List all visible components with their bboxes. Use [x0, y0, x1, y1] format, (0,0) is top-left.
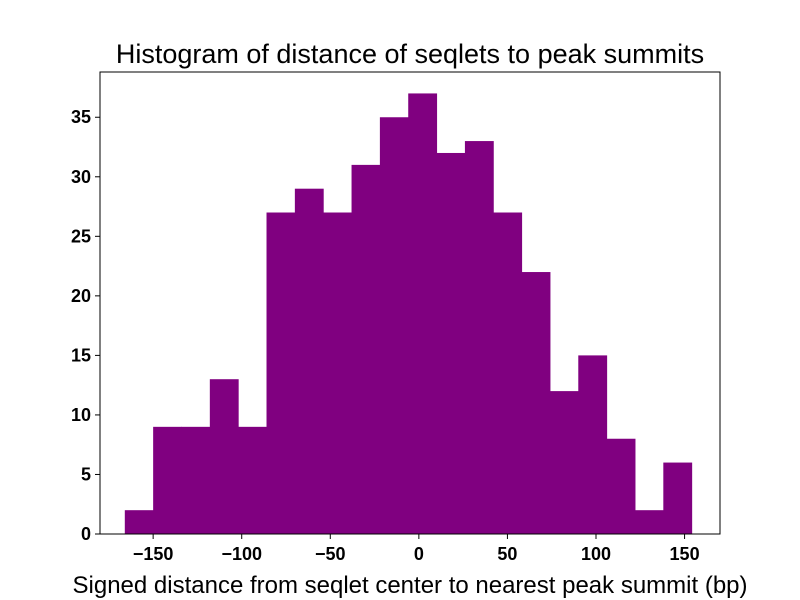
- histogram-bar: [606, 438, 636, 534]
- histogram-bar: [663, 462, 693, 534]
- y-tick-label: 20: [71, 286, 91, 306]
- y-tick-label: 10: [71, 405, 91, 425]
- histogram-bars: [124, 93, 693, 535]
- histogram-bar: [181, 426, 211, 534]
- y-tick-label: 0: [81, 524, 91, 544]
- histogram-bar: [351, 164, 381, 534]
- histogram-bar: [521, 272, 551, 534]
- y-tick-label: 35: [71, 107, 91, 127]
- y-axis: 0 5 10 15 20 25 30 35: [71, 107, 100, 544]
- x-tick-label: 150: [670, 544, 700, 564]
- x-tick-label: 100: [581, 544, 611, 564]
- histogram-bar: [238, 426, 268, 534]
- histogram-bar: [209, 379, 239, 534]
- x-axis-label: Signed distance from seqlet center to ne…: [73, 572, 748, 599]
- x-tick-label: −50: [315, 544, 346, 564]
- plot-area-frame: [99, 71, 721, 535]
- chart-title: Histogram of distance of seqlets to peak…: [116, 39, 704, 69]
- y-tick-label: 5: [81, 464, 91, 484]
- histogram-bar: [266, 212, 296, 534]
- histogram-bar: [153, 426, 182, 534]
- histogram-bar: [379, 117, 409, 534]
- y-tick-label: 30: [71, 167, 91, 187]
- histogram-bar: [323, 212, 353, 534]
- x-tick-label: −100: [221, 544, 262, 564]
- x-axis: −150 −100 −50 0 50 100 150: [133, 534, 700, 564]
- histogram-bar: [549, 391, 579, 534]
- histogram-bar: [493, 212, 523, 534]
- x-tick-label: −150: [133, 544, 174, 564]
- histogram-bar: [436, 152, 466, 535]
- histogram-bar: [578, 355, 608, 534]
- histogram-bar: [294, 188, 324, 534]
- y-tick-label: 15: [71, 345, 91, 365]
- histogram-bar: [124, 510, 154, 534]
- x-tick-label: 50: [497, 544, 517, 564]
- x-tick-label: 0: [414, 544, 424, 564]
- histogram-bar: [634, 510, 664, 534]
- histogram-bar: [408, 93, 438, 535]
- histogram-bar: [464, 141, 494, 534]
- y-tick-label: 25: [71, 226, 91, 246]
